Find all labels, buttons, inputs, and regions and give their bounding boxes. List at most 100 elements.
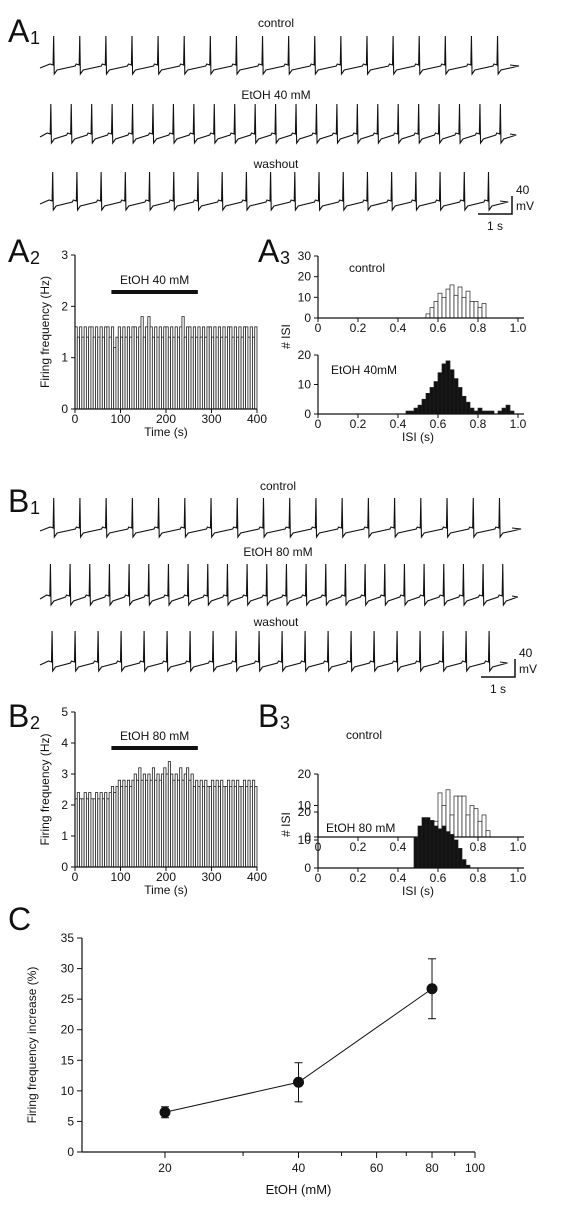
x-tick-label: 0.6 bbox=[430, 871, 447, 885]
isi-bar bbox=[461, 296, 467, 319]
y-tick-label: 20 bbox=[298, 348, 312, 362]
y-tick-label: 30 bbox=[61, 962, 75, 976]
isi-bar bbox=[465, 401, 471, 415]
x-tick-label: 0.8 bbox=[470, 840, 487, 854]
trace-label: EtOH 80 mM bbox=[243, 545, 312, 559]
y-tick-label: 0 bbox=[67, 1145, 74, 1159]
trace-label: EtOH 40 mM bbox=[241, 88, 310, 102]
y-tick-label: 2 bbox=[61, 299, 68, 313]
y-tick-label: 0 bbox=[61, 860, 68, 874]
isi-bar bbox=[477, 407, 483, 415]
y-tick-label: 10 bbox=[298, 799, 312, 813]
isi-bar bbox=[485, 830, 491, 838]
isi-bar bbox=[469, 407, 475, 415]
x-tick-label: 200 bbox=[156, 412, 176, 426]
y-tick-label: 20 bbox=[61, 1023, 75, 1037]
voltage-trace bbox=[39, 563, 519, 607]
panel-label-a2: A bbox=[8, 233, 30, 269]
y-tick-label: 4 bbox=[61, 736, 68, 750]
y-axis-label: Firing frequency increase (%) bbox=[25, 967, 39, 1124]
histogram-label: EtOH 80 mM bbox=[326, 821, 395, 835]
isi-bar bbox=[453, 795, 459, 838]
isi-bar bbox=[417, 404, 423, 415]
panel-label-b2: B bbox=[8, 698, 29, 734]
x-tick-label: 400 bbox=[247, 412, 267, 426]
isi-bar bbox=[465, 290, 471, 319]
isi-bar bbox=[461, 395, 467, 415]
isi-bar bbox=[477, 820, 483, 838]
isi-bar bbox=[425, 817, 431, 869]
panel-a2: A 2 0 100 200 300 400 0 1 2 3 Time (s) Firing freq… bbox=[8, 233, 267, 439]
x-tick-label: 0.8 bbox=[470, 321, 487, 335]
panel-a3: A 3 0 0.2 0.4 0.6 0.8 1.0 0 10 20 30 control 0 0.2 0.… bbox=[258, 233, 527, 444]
x-axis-label: ISI (s) bbox=[402, 884, 434, 898]
y-tick-label: 35 bbox=[61, 931, 75, 945]
y-tick-label: 3 bbox=[61, 767, 68, 781]
isi-bar bbox=[429, 307, 435, 319]
isi-bar bbox=[453, 378, 459, 415]
isi-bar bbox=[481, 814, 487, 838]
x-tick-label: 200 bbox=[156, 870, 176, 884]
data-point bbox=[292, 1076, 304, 1088]
trace-label: control bbox=[258, 16, 294, 30]
x-tick-label: 100 bbox=[465, 1161, 485, 1175]
y-tick-label: 20 bbox=[298, 805, 312, 819]
y-tick-label: 0 bbox=[304, 311, 311, 325]
x-tick-label: 400 bbox=[247, 870, 267, 884]
voltage-trace bbox=[39, 103, 517, 145]
scale-bar-voltage-unit: mV bbox=[516, 199, 534, 213]
x-tick-label: 300 bbox=[201, 412, 221, 426]
isi-bar bbox=[477, 307, 483, 319]
x-tick-label: 1.0 bbox=[510, 840, 527, 854]
scale-bar-voltage-unit: mV bbox=[519, 662, 537, 676]
panel-b3: B 3 00.20.40.60.81.001020control00.20.40… bbox=[258, 698, 527, 898]
panel-c: C 0 5 10 15 20 25 30 35 20 40 60 80 100 EtOH (mM) Firi… bbox=[8, 901, 485, 1197]
x-axis-label: Time (s) bbox=[144, 425, 188, 439]
x-axis-label: ISI (s) bbox=[402, 430, 434, 444]
isi-bar bbox=[437, 828, 443, 869]
isi-bar bbox=[441, 363, 447, 415]
histogram-label: control bbox=[349, 261, 385, 275]
panel-label-a3: A bbox=[258, 233, 280, 269]
panel-a1: A 1 control EtOH 40 mM washout 40 mV 1 s bbox=[8, 13, 534, 233]
panel-label-a1: A bbox=[8, 13, 30, 49]
y-tick-label: 20 bbox=[298, 767, 312, 781]
scale-bar-time: 1 s bbox=[490, 682, 506, 696]
y-tick-label: 1 bbox=[61, 351, 68, 365]
voltage-trace bbox=[39, 497, 522, 539]
x-axis-label: EtOH (mM) bbox=[266, 1182, 332, 1197]
y-tick-label: 25 bbox=[61, 992, 75, 1006]
x-tick-label: 100 bbox=[110, 870, 130, 884]
voltage-trace bbox=[39, 630, 508, 673]
x-tick-label: 0.4 bbox=[390, 871, 407, 885]
y-axis-label: # ISI bbox=[279, 812, 293, 837]
isi-bar bbox=[461, 859, 467, 869]
y-tick-label: 0 bbox=[304, 861, 311, 875]
x-tick-label: 40 bbox=[292, 1161, 306, 1175]
isi-bar bbox=[425, 393, 431, 415]
isi-bar bbox=[449, 284, 455, 319]
y-tick-label: 10 bbox=[61, 1084, 75, 1098]
isi-bar bbox=[429, 387, 435, 415]
histogram-label: control bbox=[346, 728, 382, 742]
isi-bar bbox=[501, 407, 507, 415]
y-tick-label: 10 bbox=[298, 290, 312, 304]
isi-bar bbox=[413, 836, 419, 869]
isi-bar bbox=[449, 834, 455, 869]
x-tick-label: 0 bbox=[72, 412, 79, 426]
x-tick-label: 60 bbox=[370, 1161, 384, 1175]
isi-bar bbox=[437, 292, 443, 319]
x-tick-label: 0.4 bbox=[390, 417, 407, 431]
isi-bar bbox=[421, 817, 427, 869]
y-tick-label: 0 bbox=[61, 402, 68, 416]
x-tick-label: 0.8 bbox=[470, 871, 487, 885]
isi-bar bbox=[433, 381, 439, 415]
ethanol-label: EtOH 40 mM bbox=[120, 273, 189, 287]
panel-sublabel-a2: 2 bbox=[30, 248, 40, 268]
data-point bbox=[159, 1106, 171, 1118]
histogram-label: EtOH 40mM bbox=[331, 363, 397, 377]
x-tick-label: 20 bbox=[158, 1161, 172, 1175]
isi-bar bbox=[457, 795, 463, 838]
y-axis-label: # ISI bbox=[279, 324, 293, 349]
